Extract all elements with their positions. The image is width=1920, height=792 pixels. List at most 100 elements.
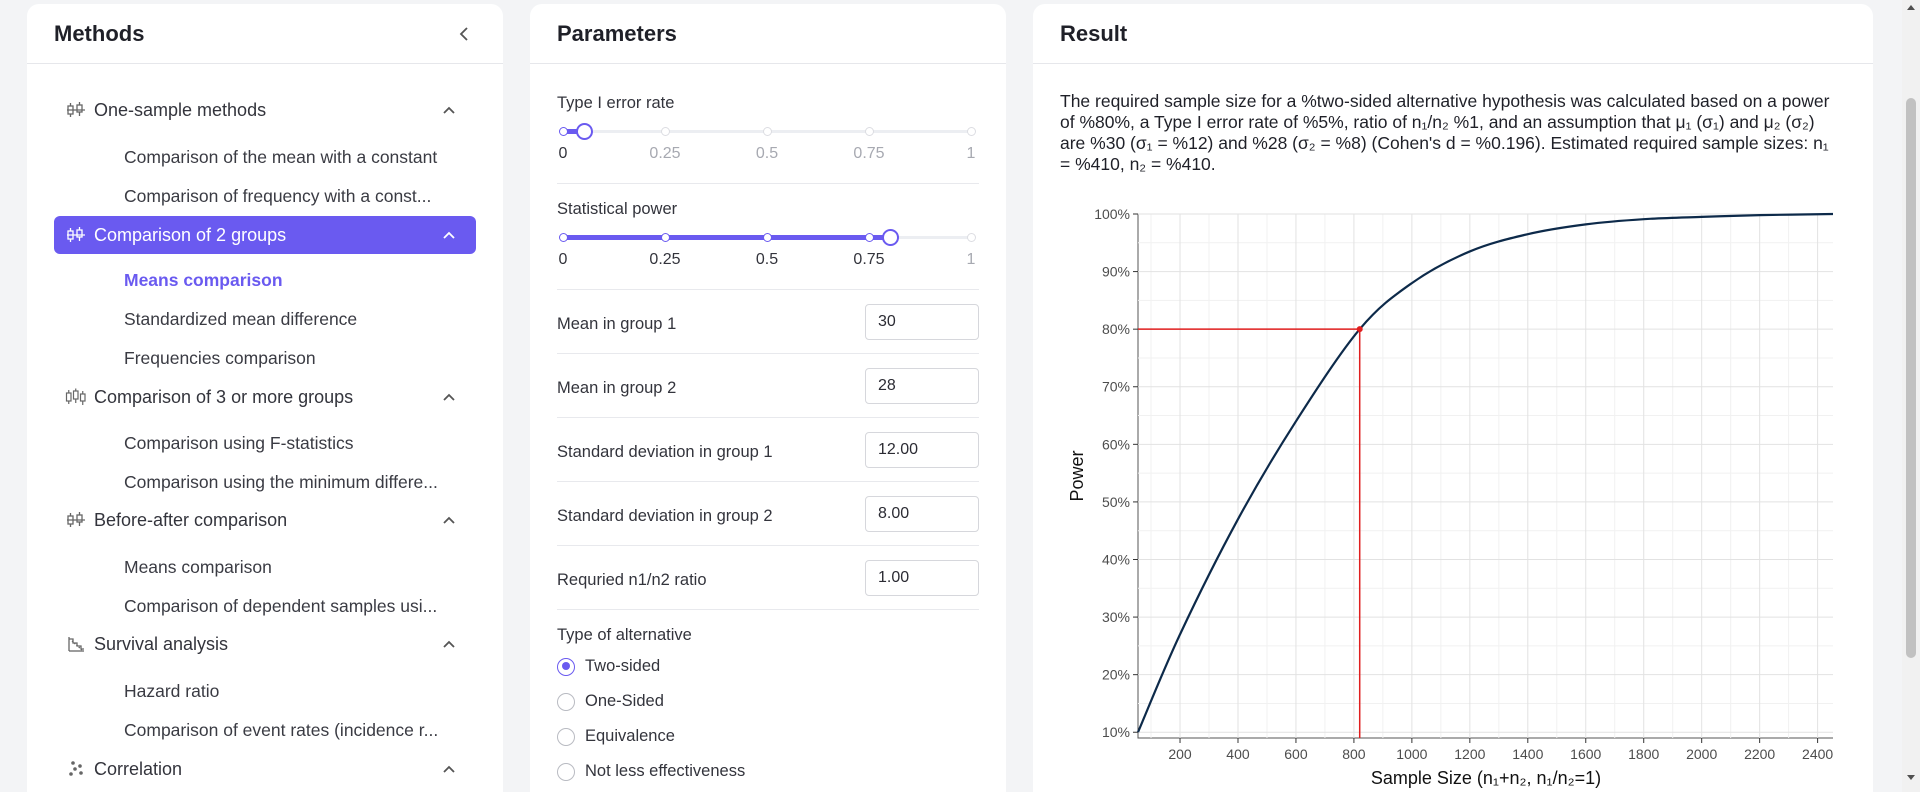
group-correlation[interactable]: Correlation: [54, 750, 476, 788]
slider-tick: 0.25: [649, 251, 681, 268]
sd-group2-input[interactable]: 8.00: [865, 496, 979, 532]
group-one-sample[interactable]: One-sample methods: [54, 91, 476, 129]
group-three-groups[interactable]: Comparison of 3 or more groups: [54, 378, 476, 416]
chevron-up-icon[interactable]: [434, 230, 464, 240]
power-slider[interactable]: [557, 227, 976, 247]
slider-tick: 0: [558, 145, 568, 162]
y-tick-label: 70%: [1102, 379, 1130, 395]
group-two-groups[interactable]: Comparison of 2 groups: [54, 216, 476, 254]
divider: [557, 545, 979, 546]
page-scrollbar[interactable]: [1902, 0, 1920, 792]
x-tick-label: 200: [1168, 746, 1192, 762]
divider: [557, 417, 979, 418]
methods-header: Methods: [27, 4, 503, 64]
group-label: Comparison of 3 or more groups: [94, 386, 354, 407]
parameters-header: Parameters: [530, 4, 1006, 64]
slider-tick: 0.5: [755, 145, 779, 162]
power-label: Statistical power: [557, 200, 678, 218]
x-tick-label: 800: [1342, 746, 1366, 762]
method-item[interactable]: Standardized mean difference: [124, 309, 358, 329]
radio-label: Not less effectiveness: [585, 762, 746, 780]
y-tick-label: 60%: [1102, 436, 1130, 452]
radio-label: Two-sided: [585, 657, 661, 675]
radio-button[interactable]: [557, 692, 575, 711]
slider-tick: 1: [966, 145, 976, 162]
chevron-up-icon[interactable]: [434, 392, 464, 402]
divider: [557, 609, 979, 610]
chevron-up-icon[interactable]: [434, 515, 464, 525]
sd-group2-label: Standard deviation in group 2: [557, 507, 773, 525]
x-tick-label: 1800: [1628, 746, 1659, 762]
group-before-after[interactable]: Before-after comparison: [54, 501, 476, 539]
slider-tick: 0.75: [853, 145, 885, 162]
survival-icon: [58, 634, 94, 654]
x-tick-label: 400: [1226, 746, 1250, 762]
x-tick-label: 2000: [1686, 746, 1717, 762]
y-tick-label: 90%: [1102, 264, 1130, 280]
parameters-title: Parameters: [557, 20, 677, 46]
divider: [557, 183, 979, 184]
result-summary: The required sample size for a %two-side…: [1060, 91, 1830, 174]
chevron-up-icon[interactable]: [434, 639, 464, 649]
method-item[interactable]: Comparison using the minimum differe...: [124, 472, 438, 492]
correlation-icon: [58, 759, 94, 779]
method-item[interactable]: Comparison of dependent samples usi...: [124, 596, 438, 616]
y-tick-label: 100%: [1094, 206, 1130, 222]
x-tick-label: 1200: [1454, 746, 1485, 762]
collapse-panel-button[interactable]: [452, 22, 476, 46]
method-item[interactable]: Comparison using F-statistics: [124, 433, 354, 453]
method-item[interactable]: Means comparison: [124, 557, 272, 577]
radio-button[interactable]: [557, 727, 575, 746]
result-panel: Result The required sample size for a %t…: [1033, 4, 1873, 792]
sd-group1-input[interactable]: 12.00: [865, 432, 979, 468]
divider: [557, 353, 979, 354]
one-sample-icon: [58, 100, 94, 120]
reference-point: [1356, 326, 1363, 333]
y-tick-label: 80%: [1102, 321, 1130, 337]
method-item-active[interactable]: Means comparison: [124, 270, 283, 290]
y-tick-label: 50%: [1102, 494, 1130, 510]
divider: [557, 289, 979, 290]
x-tick-label: 1600: [1570, 746, 1601, 762]
x-axis-label: Sample Size (n₁+n₂, n₁/n₂=1): [1371, 768, 1601, 788]
radio-two-sided[interactable]: Two-sided: [557, 657, 660, 676]
slider-tick: 0.75: [853, 251, 885, 268]
slider-tick: 1: [966, 251, 976, 268]
radio-one-sided[interactable]: One-Sided: [557, 692, 664, 711]
method-item[interactable]: Comparison of the mean with a constant: [124, 147, 438, 167]
radio-not-less[interactable]: Not less effectiveness: [557, 762, 745, 781]
method-item[interactable]: Comparison of event rates (incidence r..…: [124, 720, 439, 740]
power-thumb[interactable]: [882, 229, 899, 246]
mean-group1-label: Mean in group 1: [557, 315, 677, 333]
two-groups-icon: [58, 225, 94, 245]
result-title: Result: [1060, 20, 1128, 46]
type1-error-slider[interactable]: [557, 121, 976, 141]
ratio-input[interactable]: 1.00: [865, 560, 979, 596]
scrollbar-thumb[interactable]: [1906, 98, 1916, 658]
slider-tick: 0.5: [755, 251, 779, 268]
x-tick-label: 600: [1284, 746, 1308, 762]
radio-button[interactable]: [557, 657, 575, 676]
chevron-up-icon[interactable]: [434, 764, 464, 774]
radio-equivalence[interactable]: Equivalence: [557, 727, 675, 746]
method-item[interactable]: Frequencies comparison: [124, 348, 316, 368]
method-item[interactable]: Comparison of frequency with a const...: [124, 186, 432, 206]
group-survival[interactable]: Survival analysis: [54, 625, 476, 663]
divider: [557, 481, 979, 482]
y-axis-label: Power: [1067, 450, 1087, 501]
mean-group2-input[interactable]: 28: [865, 368, 979, 404]
chevron-up-icon[interactable]: [434, 105, 464, 115]
scroll-down-icon[interactable]: [1906, 774, 1916, 784]
mean-group2-label: Mean in group 2: [557, 379, 677, 397]
scroll-up-icon[interactable]: [1906, 4, 1916, 14]
slider-tick: 0.25: [649, 145, 681, 162]
ratio-label: Requried n1/n2 ratio: [557, 571, 707, 589]
group-label: Correlation: [94, 758, 183, 779]
y-tick-label: 10%: [1102, 724, 1130, 740]
method-item[interactable]: Hazard ratio: [124, 681, 220, 701]
x-tick-label: 2200: [1744, 746, 1775, 762]
mean-group1-input[interactable]: 30: [865, 304, 979, 340]
y-tick-label: 20%: [1102, 667, 1130, 683]
type1-error-thumb[interactable]: [576, 123, 593, 140]
radio-button[interactable]: [557, 762, 575, 781]
